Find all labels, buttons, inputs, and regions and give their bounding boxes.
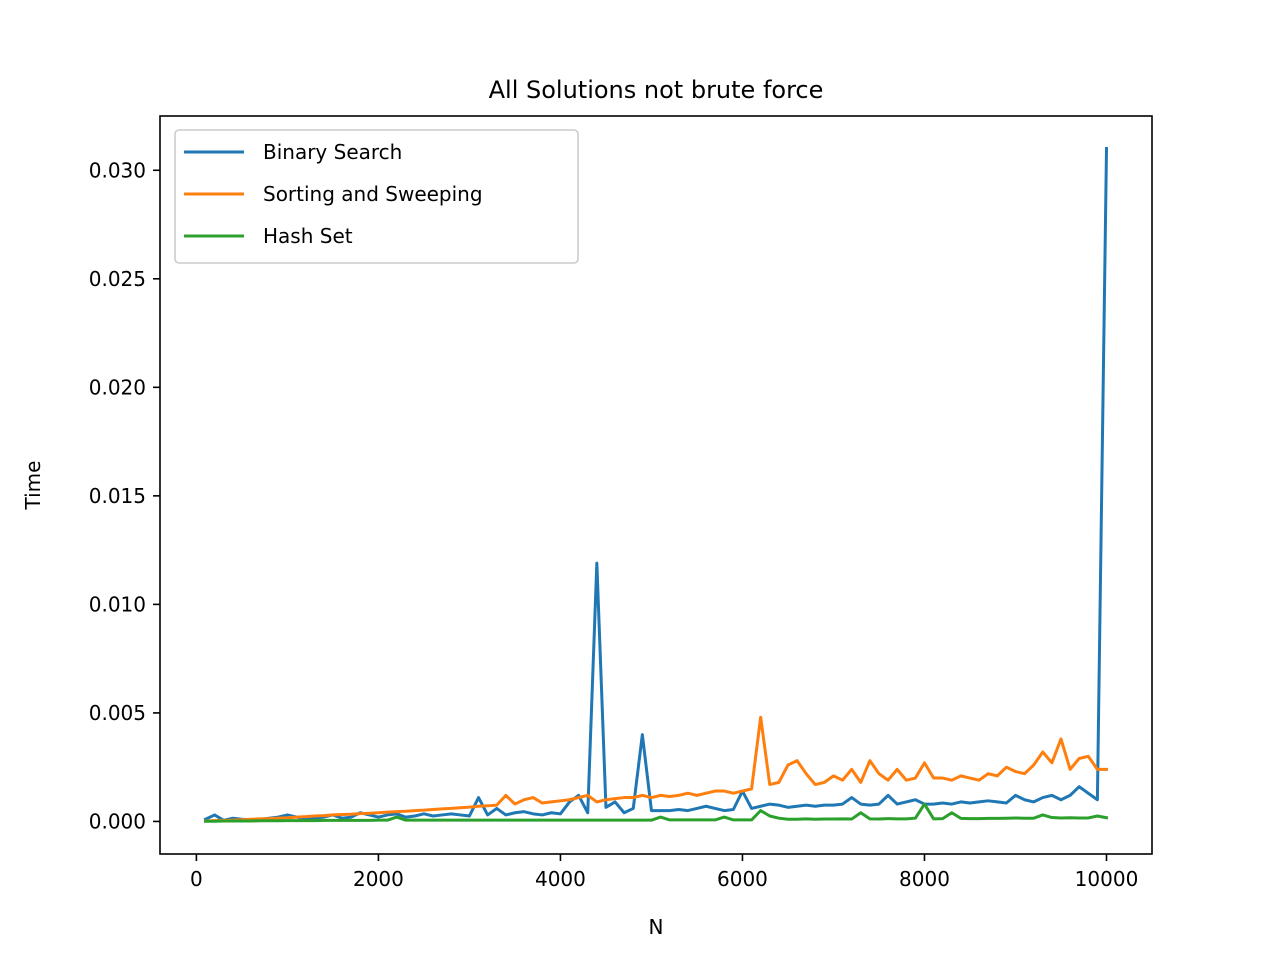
plot-frame xyxy=(159,115,1153,855)
series-line-sorting-and-sweeping xyxy=(203,715,1108,823)
legend: Binary Search Sorting and Sweeping Hash Se… xyxy=(174,129,579,264)
x-tick-label: 0 xyxy=(190,867,203,891)
x-axis: 0 2000 4000 6000 8000 10000 xyxy=(190,854,1138,891)
x-tick-label: 2000 xyxy=(353,867,404,891)
x-tick-label: 4000 xyxy=(535,867,586,891)
y-axis-label: Time xyxy=(21,461,45,511)
series-line-hash-set xyxy=(204,802,1109,823)
x-tick-label: 10000 xyxy=(1075,867,1139,891)
chart-title: All Solutions not brute force xyxy=(489,76,824,104)
y-tick-label: 0.020 xyxy=(89,375,146,399)
x-tick-label: 8000 xyxy=(899,867,950,891)
y-tick-label: 0.015 xyxy=(89,484,146,508)
y-tick-label: 0.030 xyxy=(89,158,146,182)
y-tick-label: 0.025 xyxy=(89,267,146,291)
legend-box xyxy=(174,129,579,264)
x-tick-label: 6000 xyxy=(717,867,768,891)
y-axis: 0.000 0.005 0.010 0.015 0.020 0.025 0.030 xyxy=(89,158,160,833)
x-axis-label: N xyxy=(649,915,664,939)
legend-label: Binary Search xyxy=(263,140,402,164)
y-tick-label: 0.005 xyxy=(89,701,146,725)
legend-label: Hash Set xyxy=(263,224,353,248)
y-tick-label: 0.000 xyxy=(89,809,146,833)
series-layer xyxy=(203,147,1109,823)
legend-label: Sorting and Sweeping xyxy=(263,182,483,206)
y-tick-label: 0.010 xyxy=(89,592,146,616)
